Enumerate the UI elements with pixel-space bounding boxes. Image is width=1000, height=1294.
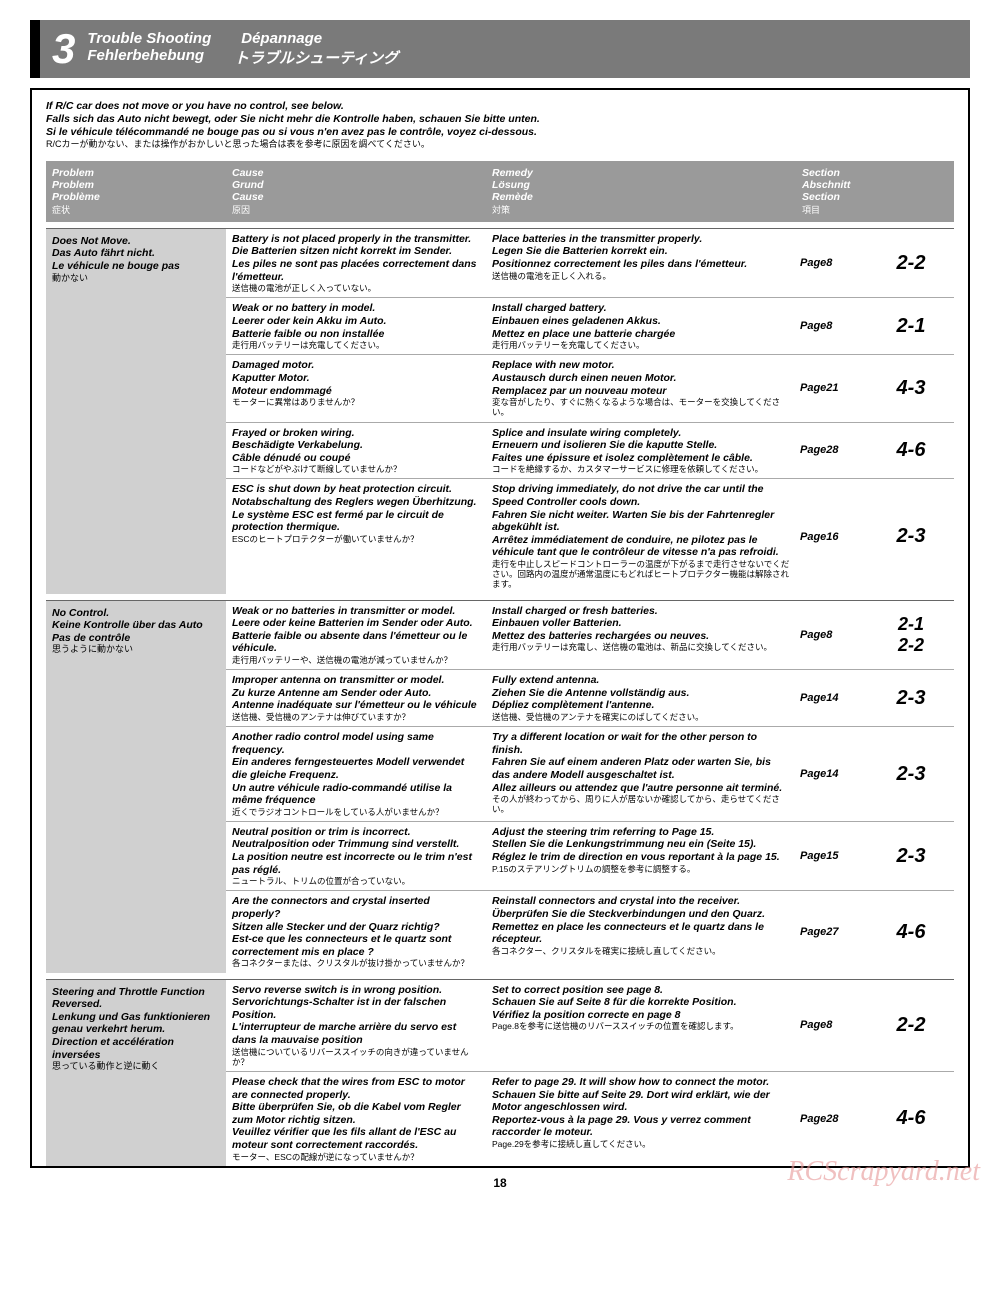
- page-ref: Page14: [796, 731, 876, 817]
- table-row: Another radio control model using same f…: [226, 726, 954, 821]
- problem-cell: No Control.Keine Kontrolle über das Auto…: [46, 601, 226, 973]
- remedy-cell: Adjust the steering trim referring to Pa…: [486, 826, 796, 887]
- column-header: Problem Problem Problème 症状 Cause Grund …: [46, 161, 954, 222]
- hdr-remedy: Remedy Lösung Remède 対策: [486, 165, 796, 218]
- section-ref: 2-2: [876, 233, 946, 294]
- section-ref: 2-3: [876, 731, 946, 817]
- cause-cell: Are the connectors and crystal inserted …: [226, 895, 486, 968]
- intro-fr: Si le véhicule télécommandé ne bouge pas…: [46, 126, 954, 139]
- section-header: 3 Trouble Shooting Dépannage Fehlerbeheb…: [30, 20, 970, 78]
- title-de: Fehlerbehebung: [87, 47, 204, 68]
- page-ref: Page16: [796, 483, 876, 589]
- section-ref: 4-6: [876, 895, 946, 968]
- cause-cell: Neutral position or trim is incorrect.Ne…: [226, 826, 486, 887]
- page-ref: Page8: [796, 233, 876, 294]
- section-ref: 2-1: [876, 302, 946, 350]
- remedy-cell: Fully extend antenna.Ziehen Sie die Ante…: [486, 674, 796, 722]
- cause-cell: Please check that the wires from ESC to …: [226, 1076, 486, 1162]
- section-ref: 2-12-2: [876, 605, 946, 666]
- cause-cell: Damaged motor.Kaputter Motor.Moteur endo…: [226, 359, 486, 417]
- table-row: Servo reverse switch is in wrong positio…: [226, 980, 954, 1071]
- page-ref: Page8: [796, 302, 876, 350]
- remedy-cell: Try a different location or wait for the…: [486, 731, 796, 817]
- section-ref: 2-3: [876, 483, 946, 589]
- section-ref: 2-3: [876, 826, 946, 887]
- page-ref: Page28: [796, 1076, 876, 1162]
- table-row: Neutral position or trim is incorrect.Ne…: [226, 821, 954, 891]
- hdr-cause: Cause Grund Cause 原因: [226, 165, 486, 218]
- intro-jp: R/Cカーが動かない、または操作がおかしいと思った場合は表を参考に原因を調べてく…: [46, 139, 954, 150]
- section-ref: 2-3: [876, 674, 946, 722]
- table-row: ESC is shut down by heat protection circ…: [226, 478, 954, 593]
- section-ref: 4-6: [876, 427, 946, 475]
- intro-de: Falls sich das Auto nicht bewegt, oder S…: [46, 113, 954, 126]
- problem-group: No Control.Keine Kontrolle über das Auto…: [46, 600, 954, 973]
- remedy-cell: Install charged battery.Einbauen eines g…: [486, 302, 796, 350]
- cause-cell: Another radio control model using same f…: [226, 731, 486, 817]
- table-row: Weak or no batteries in transmitter or m…: [226, 601, 954, 670]
- remedy-cell: Reinstall connectors and crystal into th…: [486, 895, 796, 968]
- page-ref: Page28: [796, 427, 876, 475]
- rows: Weak or no batteries in transmitter or m…: [226, 601, 954, 973]
- content-frame: If R/C car does not move or you have no …: [30, 88, 970, 1168]
- section-ref: 2-2: [876, 984, 946, 1067]
- cause-cell: Weak or no battery in model.Leerer oder …: [226, 302, 486, 350]
- remedy-cell: Stop driving immediately, do not drive t…: [486, 483, 796, 589]
- problem-group: Does Not Move.Das Auto fährt nicht.Le vé…: [46, 228, 954, 594]
- cause-cell: Frayed or broken wiring.Beschädigte Verk…: [226, 427, 486, 475]
- table-row: Weak or no battery in model.Leerer oder …: [226, 297, 954, 354]
- table-row: Damaged motor.Kaputter Motor.Moteur endo…: [226, 354, 954, 421]
- cause-cell: Servo reverse switch is in wrong positio…: [226, 984, 486, 1067]
- page-number: 18: [30, 1168, 970, 1198]
- section-titles: Trouble Shooting Dépannage Fehlerbehebun…: [87, 30, 398, 68]
- page-container: 3 Trouble Shooting Dépannage Fehlerbeheb…: [0, 0, 1000, 1218]
- page-ref: Page14: [796, 674, 876, 722]
- table-row: Battery is not placed properly in the tr…: [226, 229, 954, 298]
- cause-cell: Improper antenna on transmitter or model…: [226, 674, 486, 722]
- table-row: Please check that the wires from ESC to …: [226, 1071, 954, 1166]
- table-row: Improper antenna on transmitter or model…: [226, 669, 954, 726]
- page-ref: Page15: [796, 826, 876, 887]
- remedy-cell: Refer to page 29. It will show how to co…: [486, 1076, 796, 1162]
- cause-cell: ESC is shut down by heat protection circ…: [226, 483, 486, 589]
- intro-en: If R/C car does not move or you have no …: [46, 100, 954, 113]
- hdr-problem: Problem Problem Problème 症状: [46, 165, 226, 218]
- section-number: 3: [52, 28, 75, 70]
- cause-cell: Battery is not placed properly in the tr…: [226, 233, 486, 294]
- groups-container: Does Not Move.Das Auto fährt nicht.Le vé…: [32, 228, 968, 1166]
- intro-text: If R/C car does not move or you have no …: [32, 90, 968, 157]
- section-ref: 4-3: [876, 359, 946, 417]
- cause-cell: Weak or no batteries in transmitter or m…: [226, 605, 486, 666]
- title-jp: トラブルシューティング: [234, 47, 398, 68]
- hdr-ref: [876, 165, 946, 218]
- title-fr: Dépannage: [241, 30, 322, 47]
- rows: Battery is not placed properly in the tr…: [226, 229, 954, 594]
- page-ref: Page8: [796, 605, 876, 666]
- remedy-cell: Set to correct position see page 8.Schau…: [486, 984, 796, 1067]
- table-row: Are the connectors and crystal inserted …: [226, 890, 954, 972]
- table-row: Frayed or broken wiring.Beschädigte Verk…: [226, 422, 954, 479]
- remedy-cell: Install charged or fresh batteries.Einba…: [486, 605, 796, 666]
- rows: Servo reverse switch is in wrong positio…: [226, 980, 954, 1166]
- section-ref: 4-6: [876, 1076, 946, 1162]
- page-ref: Page27: [796, 895, 876, 968]
- problem-group: Steering and Throttle Function Reversed.…: [46, 979, 954, 1166]
- remedy-cell: Replace with new motor.Austausch durch e…: [486, 359, 796, 417]
- page-ref: Page21: [796, 359, 876, 417]
- problem-cell: Does Not Move.Das Auto fährt nicht.Le vé…: [46, 229, 226, 594]
- problem-cell: Steering and Throttle Function Reversed.…: [46, 980, 226, 1166]
- title-en: Trouble Shooting: [87, 30, 211, 47]
- hdr-section: Section Abschnitt Section 項目: [796, 165, 876, 218]
- remedy-cell: Splice and insulate wiring completely.Er…: [486, 427, 796, 475]
- page-ref: Page8: [796, 984, 876, 1067]
- remedy-cell: Place batteries in the transmitter prope…: [486, 233, 796, 294]
